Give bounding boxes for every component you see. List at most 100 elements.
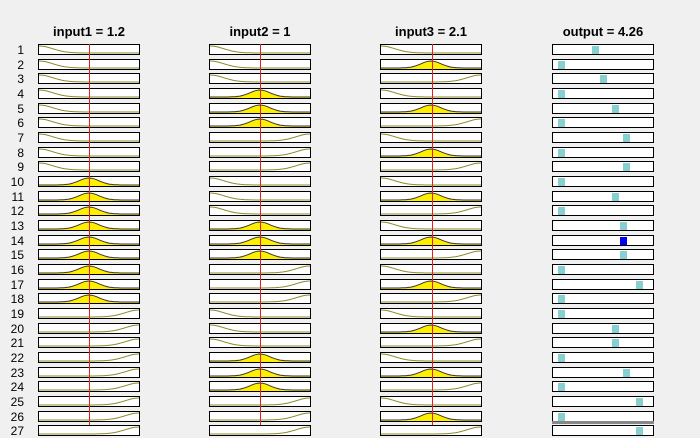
output-cell (552, 117, 654, 128)
high-membership-curve (381, 250, 481, 259)
output-cell (552, 73, 654, 84)
mid-membership-curve (381, 104, 481, 113)
low-membership-curve (381, 89, 481, 98)
rule-number: 24 (10, 380, 24, 394)
membership-plot (381, 45, 481, 54)
rule-number: 1 (17, 43, 24, 57)
rule-number: 27 (10, 424, 24, 438)
output-marker (558, 207, 565, 215)
input-cell (380, 279, 482, 290)
input-value-line[interactable] (260, 44, 261, 425)
membership-plot (381, 324, 481, 333)
rule-number: 3 (17, 72, 24, 86)
high-membership-curve (381, 338, 481, 347)
membership-plot (381, 177, 481, 186)
low-membership-curve (381, 221, 481, 230)
input-value-line[interactable] (432, 44, 433, 425)
rule-number: 22 (10, 351, 24, 365)
output-cell (552, 396, 654, 407)
output-cell (552, 147, 654, 158)
fire-area (381, 281, 481, 289)
output-cell (552, 323, 654, 334)
mid-membership-curve (381, 368, 481, 377)
output-cell (552, 132, 654, 143)
membership-plot (381, 89, 481, 98)
input-cell (380, 161, 482, 172)
output-marker (558, 295, 565, 303)
input-value-line[interactable] (89, 44, 90, 425)
rule-number: 20 (10, 322, 24, 336)
rule-number: 26 (10, 410, 24, 424)
output-cell (552, 381, 654, 392)
output-marker (620, 251, 627, 259)
input-cell (380, 220, 482, 231)
output-marker (558, 149, 565, 157)
output-cell (552, 176, 654, 187)
membership-plot (381, 382, 481, 391)
rule-number: 2 (17, 58, 24, 72)
output-cell (552, 293, 654, 304)
low-membership-curve (381, 265, 481, 274)
membership-plot (381, 353, 481, 362)
rule-number: 15 (10, 248, 24, 262)
input-cell (380, 308, 482, 319)
output-cell (552, 264, 654, 275)
output-cell (552, 249, 654, 260)
input-cell (380, 337, 482, 348)
high-membership-curve (381, 206, 481, 215)
output-cell (552, 308, 654, 319)
output-cell (552, 367, 654, 378)
output-marker (623, 369, 630, 377)
output-marker (612, 339, 619, 347)
output-marker (558, 310, 565, 318)
output-marker (612, 325, 619, 333)
rule-viewer: input1 = 1.2 input2 = 1 input3 = 2.1 out… (10, 24, 654, 437)
rule-number: 13 (10, 219, 24, 233)
input-cell (380, 249, 482, 260)
high-membership-curve (381, 118, 481, 127)
high-membership-curve (39, 426, 139, 435)
output-cell (552, 205, 654, 216)
low-membership-curve (381, 45, 481, 54)
membership-plot (381, 162, 481, 171)
output-marker (636, 427, 643, 435)
output-cell (552, 279, 654, 290)
high-membership-curve (381, 74, 481, 83)
output-cell (552, 425, 654, 436)
output-marker (620, 237, 627, 245)
membership-plot (381, 60, 481, 69)
input-cell (209, 425, 311, 436)
output-cell (552, 235, 654, 246)
membership-plot (381, 236, 481, 245)
rule-number: 8 (17, 146, 24, 160)
output-cell (552, 44, 654, 55)
output-marker (600, 75, 607, 83)
input-cell (380, 411, 482, 422)
fire-area (381, 237, 481, 245)
fire-area (381, 369, 481, 377)
rule-number: 17 (10, 278, 24, 292)
output-cell (552, 352, 654, 363)
high-membership-curve (381, 162, 481, 171)
rule-number: 4 (17, 87, 24, 101)
input-cell (380, 132, 482, 143)
input-cell (380, 396, 482, 407)
input-cell (380, 44, 482, 55)
membership-plot (381, 206, 481, 215)
membership-plot (381, 368, 481, 377)
rule-number: 14 (10, 234, 24, 248)
output-marker (558, 354, 565, 362)
output-marker (612, 193, 619, 201)
fire-area (381, 61, 481, 69)
membership-plot (381, 74, 481, 83)
low-membership-curve (381, 177, 481, 186)
fire-area (381, 325, 481, 333)
input-cell (380, 352, 482, 363)
membership-plot (39, 426, 139, 435)
input-cell (380, 381, 482, 392)
input-cell (380, 367, 482, 378)
fire-area (381, 193, 481, 201)
membership-plot (381, 104, 481, 113)
fire-area (381, 105, 481, 113)
input-cell (380, 59, 482, 70)
